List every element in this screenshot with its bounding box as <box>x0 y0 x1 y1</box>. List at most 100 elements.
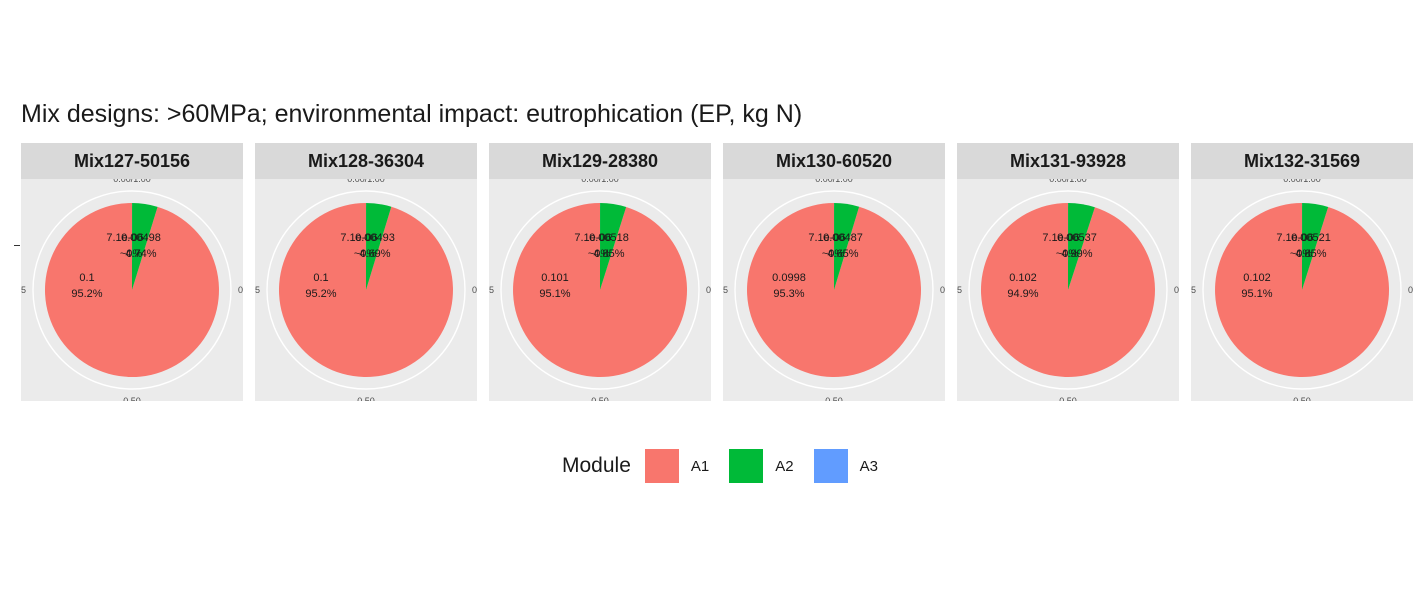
pie-panel: 0.00/1.00 0.25 0.50 0.75 0.102 94.9% 0.00537 4.… <box>957 179 1179 401</box>
pie-chart: 0.00/1.00 0.25 0.50 0.75 0.102 94.9% 0.00537 4.… <box>957 179 1179 401</box>
data-label-percent-a2: 4.69% <box>359 248 390 260</box>
data-label-value-a2: 0.00518 <box>589 232 629 244</box>
facet-strip-label: Mix132-31569 <box>1191 143 1413 179</box>
data-label-percent-a3: ~0% <box>588 248 611 260</box>
data-label-percent-a2: 4.65% <box>827 248 858 260</box>
data-label-value-a3: 7.1e-06 <box>574 232 611 244</box>
pie-slice-a1 <box>1215 203 1390 377</box>
data-label-value-a2: 0.00521 <box>1291 232 1331 244</box>
polar-grid-circle <box>500 190 700 390</box>
data-label-value-a3: 7.1e-06 <box>1276 232 1313 244</box>
theta-tick-label: 0.50 <box>825 396 843 401</box>
theta-tick-label: 0.75 <box>255 285 260 295</box>
chart-title: Mix designs: >60MPa; environmental impac… <box>21 100 803 128</box>
pie-slice-a2 <box>834 203 860 290</box>
data-label-percent-a3: ~0% <box>1056 248 1079 260</box>
data-label-value-a3: 7.1e-06 <box>340 232 377 244</box>
theta-tick-label: 0.75 <box>21 285 26 295</box>
data-label-value-a1: 0.1 <box>79 272 94 284</box>
data-label-percent-a2: 4.99% <box>1061 248 1092 260</box>
data-label-percent-a3: ~0% <box>354 248 377 260</box>
pie-chart: 0.00/1.00 0.25 0.50 0.75 0.0998 95.3% 0.00487 4… <box>723 179 945 401</box>
theta-tick-label: 0.75 <box>1191 285 1196 295</box>
theta-tick-label: 0.00/1.00 <box>347 179 385 184</box>
data-label-value-a3: 7.1e-06 <box>1042 232 1079 244</box>
polar-grid-circle <box>1202 190 1402 390</box>
theta-tick-label: 0.25 <box>940 285 945 295</box>
theta-tick-label: 0.50 <box>357 396 375 401</box>
pie-panel: 0.00/1.00 0.25 0.50 0.75 0.102 95.1% 0.00521 4.… <box>1191 179 1413 401</box>
data-label-value-a1: 0.1 <box>313 272 328 284</box>
facet-strip-label: Mix130-60520 <box>723 143 945 179</box>
legend-title: Module <box>562 454 631 477</box>
theta-tick-label: 0.25 <box>1408 285 1413 295</box>
data-label-value-a2: 0.00487 <box>823 232 863 244</box>
theta-tick-label: 0.75 <box>489 285 494 295</box>
polar-grid-circle <box>734 190 934 390</box>
legend-item-a3: A3 <box>813 449 884 483</box>
facet-strip-label: Mix127-50156 <box>21 143 243 179</box>
data-label-value-a2: 0.00493 <box>355 232 395 244</box>
theta-tick-label: 0.00/1.00 <box>581 179 619 184</box>
legend-key-a3 <box>813 449 848 483</box>
pie-chart: 0.00/1.00 0.25 0.50 0.75 0.102 95.1% 0.00521 4.… <box>1191 179 1413 401</box>
data-label-percent-a1: 95.1% <box>539 288 570 300</box>
pie-slice-a1 <box>747 203 922 377</box>
theta-tick-label: 0.75 <box>723 285 728 295</box>
pie-slice-a1 <box>44 203 219 377</box>
theta-tick-label: 0.00/1.00 <box>1283 179 1321 184</box>
data-label-percent-a2: 4.74% <box>125 248 156 260</box>
theta-tick-label: 0.00/1.00 <box>1049 179 1087 184</box>
pie-chart: 0.00/1.00 0.25 0.50 0.75 0.101 95.1% 0.00518 4.… <box>489 179 711 401</box>
pie-panel: 0.00/1.00 0.25 0.50 0.75 0.1 95.2% 0.00493 4.69… <box>255 179 477 401</box>
legend-label-a3: A3 <box>859 457 878 475</box>
data-label-value-a1: 0.0998 <box>772 272 806 284</box>
data-label-percent-a3: ~0% <box>1290 248 1313 260</box>
data-label-percent-a2: 4.85% <box>593 248 624 260</box>
facet-strip-label: Mix128-36304 <box>255 143 477 179</box>
pie-slice-a1 <box>513 203 688 377</box>
data-label-percent-a2: 4.85% <box>1295 248 1326 260</box>
theta-tick-label: 0.50 <box>123 396 141 401</box>
data-label-value-a1: 0.102 <box>1009 272 1037 284</box>
pie-panel: 0.00/1.00 0.25 0.50 0.75 0.0998 95.3% 0.00487 4… <box>723 179 945 401</box>
theta-tick-label: 0.25 <box>1174 285 1179 295</box>
theta-tick-label: 0.00/1.00 <box>815 179 853 184</box>
pie-panel: 0.00/1.00 0.25 0.50 0.75 0.101 95.1% 0.00518 4.… <box>489 179 711 401</box>
theta-tick-label: 0.25 <box>706 285 711 295</box>
pie-slice-a1 <box>980 203 1155 377</box>
data-label-value-a2: 0.00537 <box>1057 232 1097 244</box>
theta-tick-label: 0.25 <box>238 285 243 295</box>
pie-slice-a2 <box>1068 203 1095 290</box>
data-label-percent-a1: 95.1% <box>1241 288 1272 300</box>
legend-item-a1: A1 <box>644 449 715 483</box>
theta-tick-label: 0.00/1.00 <box>113 179 151 184</box>
data-label-value-a1: 0.102 <box>1243 272 1271 284</box>
data-label-value-a3: 7.1e-06 <box>106 232 143 244</box>
pie-slice-a2 <box>1302 203 1329 290</box>
data-label-percent-a1: 95.2% <box>71 288 102 300</box>
data-label-value-a1: 0.101 <box>541 272 569 284</box>
polar-grid-circle <box>266 190 466 390</box>
data-label-percent-a1: 95.2% <box>305 288 336 300</box>
theta-tick-label: 0.50 <box>1293 396 1311 401</box>
facet-strip-label: Mix129-28380 <box>489 143 711 179</box>
theta-tick-label: 0.75 <box>957 285 962 295</box>
theta-tick-label: 0.25 <box>472 285 477 295</box>
data-label-percent-a1: 95.3% <box>773 288 804 300</box>
theta-tick-label: 0.50 <box>1059 396 1077 401</box>
theta-tick-label: 0.50 <box>591 396 609 401</box>
pie-chart: 0.00/1.00 0.25 0.50 0.75 0.1 95.2% 0.00493 4.69… <box>255 179 477 401</box>
data-label-value-a3: 7.1e-06 <box>808 232 845 244</box>
pie-slice-a2 <box>600 203 627 290</box>
legend-key-a1 <box>644 449 679 483</box>
pie-slice-a2 <box>366 203 392 290</box>
pie-panel: 0.00/1.00 0.25 0.50 0.75 0.1 95.2% 0.00498 4.74… <box>21 179 243 401</box>
y-axis-tick-mark <box>14 245 20 246</box>
